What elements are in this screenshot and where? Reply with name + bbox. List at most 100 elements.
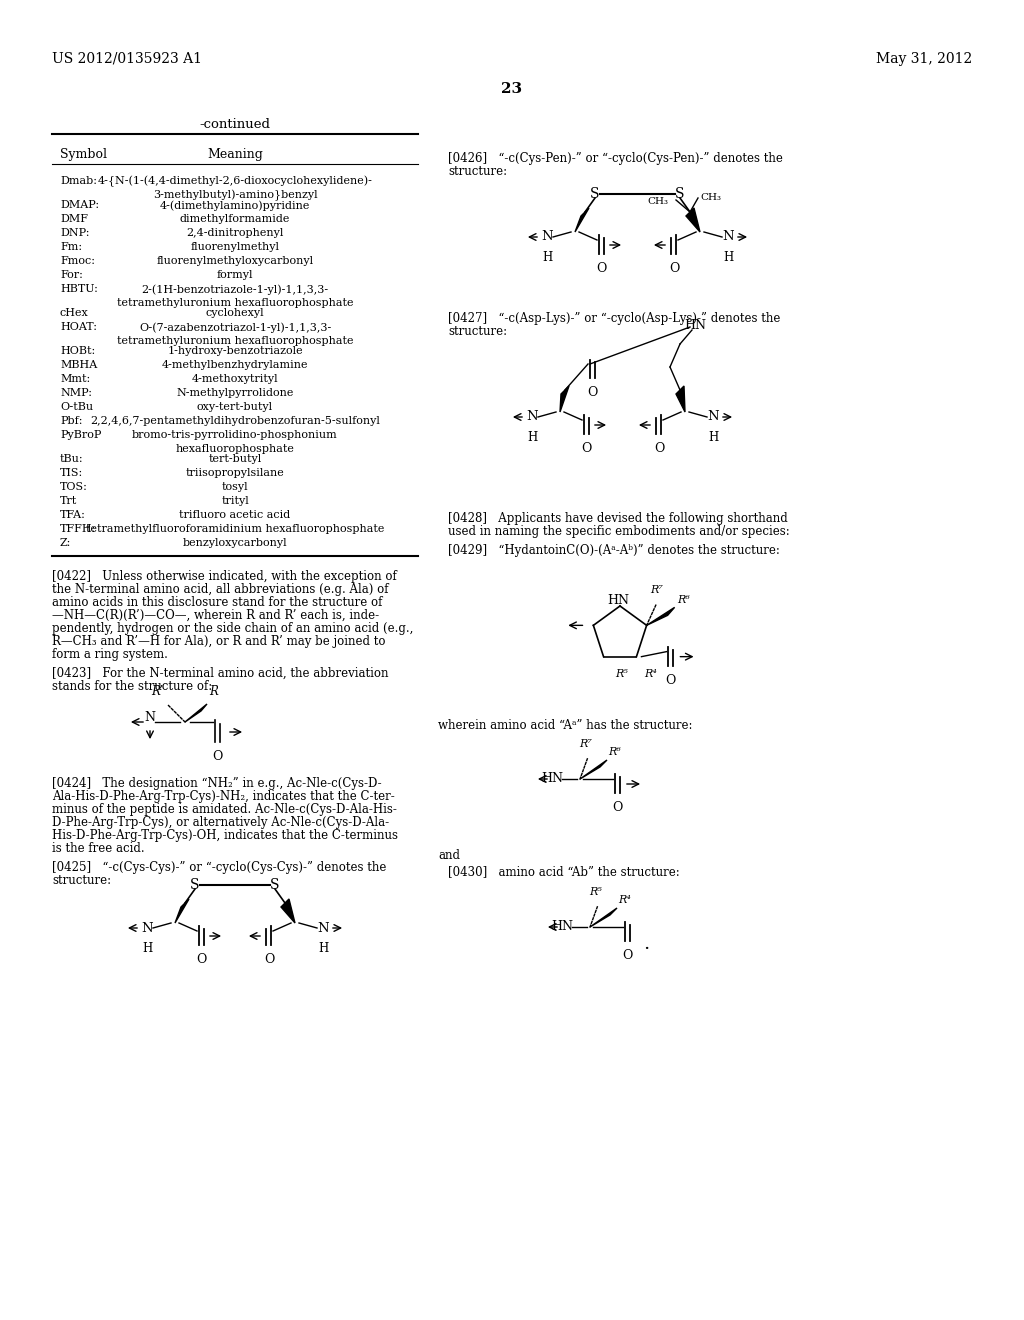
Text: O: O <box>669 261 679 275</box>
Text: 4-methylbenzhydrylamine: 4-methylbenzhydrylamine <box>162 360 308 370</box>
Text: HN: HN <box>607 594 629 607</box>
Text: R—CH₃ and R’—H for Ala), or R and R’ may be joined to: R—CH₃ and R’—H for Ala), or R and R’ may… <box>52 635 385 648</box>
Text: fluorenylmethyloxycarbonyl: fluorenylmethyloxycarbonyl <box>157 256 313 267</box>
Polygon shape <box>676 385 685 412</box>
Text: N: N <box>317 921 329 935</box>
Text: R⁷: R⁷ <box>650 585 664 595</box>
Text: [0424]   The designation “NH₂” in e.g., Ac-Nle-c(Cys-D-: [0424] The designation “NH₂” in e.g., Ac… <box>52 777 382 789</box>
Polygon shape <box>185 704 207 722</box>
Text: cyclohexyl: cyclohexyl <box>206 308 264 318</box>
Text: R⁶: R⁶ <box>608 747 621 756</box>
Text: DNP:: DNP: <box>60 228 89 238</box>
Text: HN: HN <box>541 772 563 785</box>
Text: stands for the structure of:: stands for the structure of: <box>52 680 212 693</box>
Text: H: H <box>317 942 328 954</box>
Text: Meaning: Meaning <box>207 148 263 161</box>
Text: MBHA: MBHA <box>60 360 97 370</box>
Text: TOS:: TOS: <box>60 482 88 492</box>
Polygon shape <box>580 760 607 779</box>
Text: 4-(dimethylamino)pyridine: 4-(dimethylamino)pyridine <box>160 201 310 211</box>
Text: S: S <box>675 187 685 201</box>
Text: amino acids in this disclosure stand for the structure of: amino acids in this disclosure stand for… <box>52 597 382 609</box>
Text: O: O <box>611 801 623 814</box>
Text: US 2012/0135923 A1: US 2012/0135923 A1 <box>52 51 202 66</box>
Text: Fm:: Fm: <box>60 242 82 252</box>
Text: N: N <box>708 411 719 424</box>
Text: O-(7-azabenzotriazol-1-yl)-1,1,3,3-: O-(7-azabenzotriazol-1-yl)-1,1,3,3- <box>139 322 331 333</box>
Text: DMAP:: DMAP: <box>60 201 99 210</box>
Text: R’: R’ <box>151 685 163 698</box>
Text: [0430]   amino acid “Ab” the structure:: [0430] amino acid “Ab” the structure: <box>449 865 680 878</box>
Text: S: S <box>190 878 200 892</box>
Text: H: H <box>542 251 552 264</box>
Text: PyBroP: PyBroP <box>60 430 101 440</box>
Text: tosyl: tosyl <box>221 482 248 492</box>
Text: NMP:: NMP: <box>60 388 92 399</box>
Polygon shape <box>560 385 569 412</box>
Text: is the free acid.: is the free acid. <box>52 842 144 855</box>
Text: triisopropylsilane: triisopropylsilane <box>185 469 285 478</box>
Text: [0428]   Applicants have devised the following shorthand: [0428] Applicants have devised the follo… <box>449 512 787 525</box>
Text: D-Phe-Arg-Trp-Cys), or alternatively Ac-Nle-c(Cys-D-Ala-: D-Phe-Arg-Trp-Cys), or alternatively Ac-… <box>52 816 389 829</box>
Text: Dmab:: Dmab: <box>60 176 97 186</box>
Text: R⁵: R⁵ <box>615 669 629 678</box>
Text: H: H <box>723 251 733 264</box>
Text: HN: HN <box>684 319 706 333</box>
Polygon shape <box>646 607 675 626</box>
Text: O: O <box>622 949 632 962</box>
Text: 4-methoxytrityl: 4-methoxytrityl <box>191 374 279 384</box>
Text: O: O <box>212 750 222 763</box>
Text: O: O <box>196 953 206 966</box>
Text: TIS:: TIS: <box>60 469 83 478</box>
Text: 23: 23 <box>502 82 522 96</box>
Text: and: and <box>438 849 460 862</box>
Text: DMF: DMF <box>60 214 88 224</box>
Text: pendently, hydrogen or the side chain of an amino acid (e.g.,: pendently, hydrogen or the side chain of… <box>52 622 414 635</box>
Text: hexafluorophosphate: hexafluorophosphate <box>175 444 295 454</box>
Text: Mmt:: Mmt: <box>60 374 90 384</box>
Text: TFA:: TFA: <box>60 510 86 520</box>
Text: HBTU:: HBTU: <box>60 284 98 294</box>
Text: His-D-Phe-Arg-Trp-Cys)-OH, indicates that the C-terminus: His-D-Phe-Arg-Trp-Cys)-OH, indicates tha… <box>52 829 398 842</box>
Text: benzyloxycarbonyl: benzyloxycarbonyl <box>182 539 288 548</box>
Text: N: N <box>722 231 734 243</box>
Text: 1-hydroxy-benzotriazole: 1-hydroxy-benzotriazole <box>167 346 303 356</box>
Text: H: H <box>527 432 538 444</box>
Text: cHex: cHex <box>60 308 89 318</box>
Text: -continued: -continued <box>200 117 270 131</box>
Text: structure:: structure: <box>449 165 507 178</box>
Text: minus of the peptide is amidated. Ac-Nle-c(Cys-D-Ala-His-: minus of the peptide is amidated. Ac-Nle… <box>52 803 397 816</box>
Text: structure:: structure: <box>449 325 507 338</box>
Text: 3-methylbutyl)-amino}benzyl: 3-methylbutyl)-amino}benzyl <box>153 190 317 202</box>
Text: Ala-His-D-Phe-Arg-Trp-Cys)-NH₂, indicates that the C-ter-: Ala-His-D-Phe-Arg-Trp-Cys)-NH₂, indicate… <box>52 789 394 803</box>
Text: O: O <box>653 442 665 455</box>
Text: O: O <box>666 673 676 686</box>
Text: N-methylpyrrolidone: N-methylpyrrolidone <box>176 388 294 399</box>
Text: N: N <box>144 711 156 723</box>
Text: tBu:: tBu: <box>60 454 84 465</box>
Text: Fmoc:: Fmoc: <box>60 256 95 267</box>
Text: the N-terminal amino acid, all abbreviations (e.g. Ala) of: the N-terminal amino acid, all abbreviat… <box>52 583 388 597</box>
Text: [0422]   Unless otherwise indicated, with the exception of: [0422] Unless otherwise indicated, with … <box>52 570 396 583</box>
Text: S: S <box>590 187 600 201</box>
Text: R⁶: R⁶ <box>678 595 690 606</box>
Text: bromo-tris-pyrrolidino-phosphonium: bromo-tris-pyrrolidino-phosphonium <box>132 430 338 440</box>
Text: 2,2,4,6,7-pentamethyldihydrobenzofuran-5-sulfonyl: 2,2,4,6,7-pentamethyldihydrobenzofuran-5… <box>90 416 380 426</box>
Polygon shape <box>175 899 189 923</box>
Text: R⁵: R⁵ <box>590 887 602 898</box>
Text: wherein amino acid “Aᵃ” has the structure:: wherein amino acid “Aᵃ” has the structur… <box>438 719 692 733</box>
Text: 2-(1H-benzotriazole-1-yl)-1,1,3,3-: 2-(1H-benzotriazole-1-yl)-1,1,3,3- <box>141 284 329 294</box>
Text: trityl: trityl <box>221 496 249 506</box>
Polygon shape <box>281 899 295 923</box>
Text: For:: For: <box>60 271 83 280</box>
Text: [0426]   “-c(Cys-Pen)-” or “-cyclo(Cys-Pen)-” denotes the: [0426] “-c(Cys-Pen)-” or “-cyclo(Cys-Pen… <box>449 152 783 165</box>
Text: HN: HN <box>551 920 573 933</box>
Text: H: H <box>708 432 718 444</box>
Text: Z:: Z: <box>60 539 72 548</box>
Text: N: N <box>526 411 538 424</box>
Text: 4-{N-(1-(4,4-dimethyl-2,6-dioxocyclohexylidene)-: 4-{N-(1-(4,4-dimethyl-2,6-dioxocyclohexy… <box>97 176 373 187</box>
Text: tetramethyluronium hexafluorophosphate: tetramethyluronium hexafluorophosphate <box>117 337 353 346</box>
Text: N: N <box>542 231 553 243</box>
Text: R⁴: R⁴ <box>618 895 631 906</box>
Text: HOAT:: HOAT: <box>60 322 97 333</box>
